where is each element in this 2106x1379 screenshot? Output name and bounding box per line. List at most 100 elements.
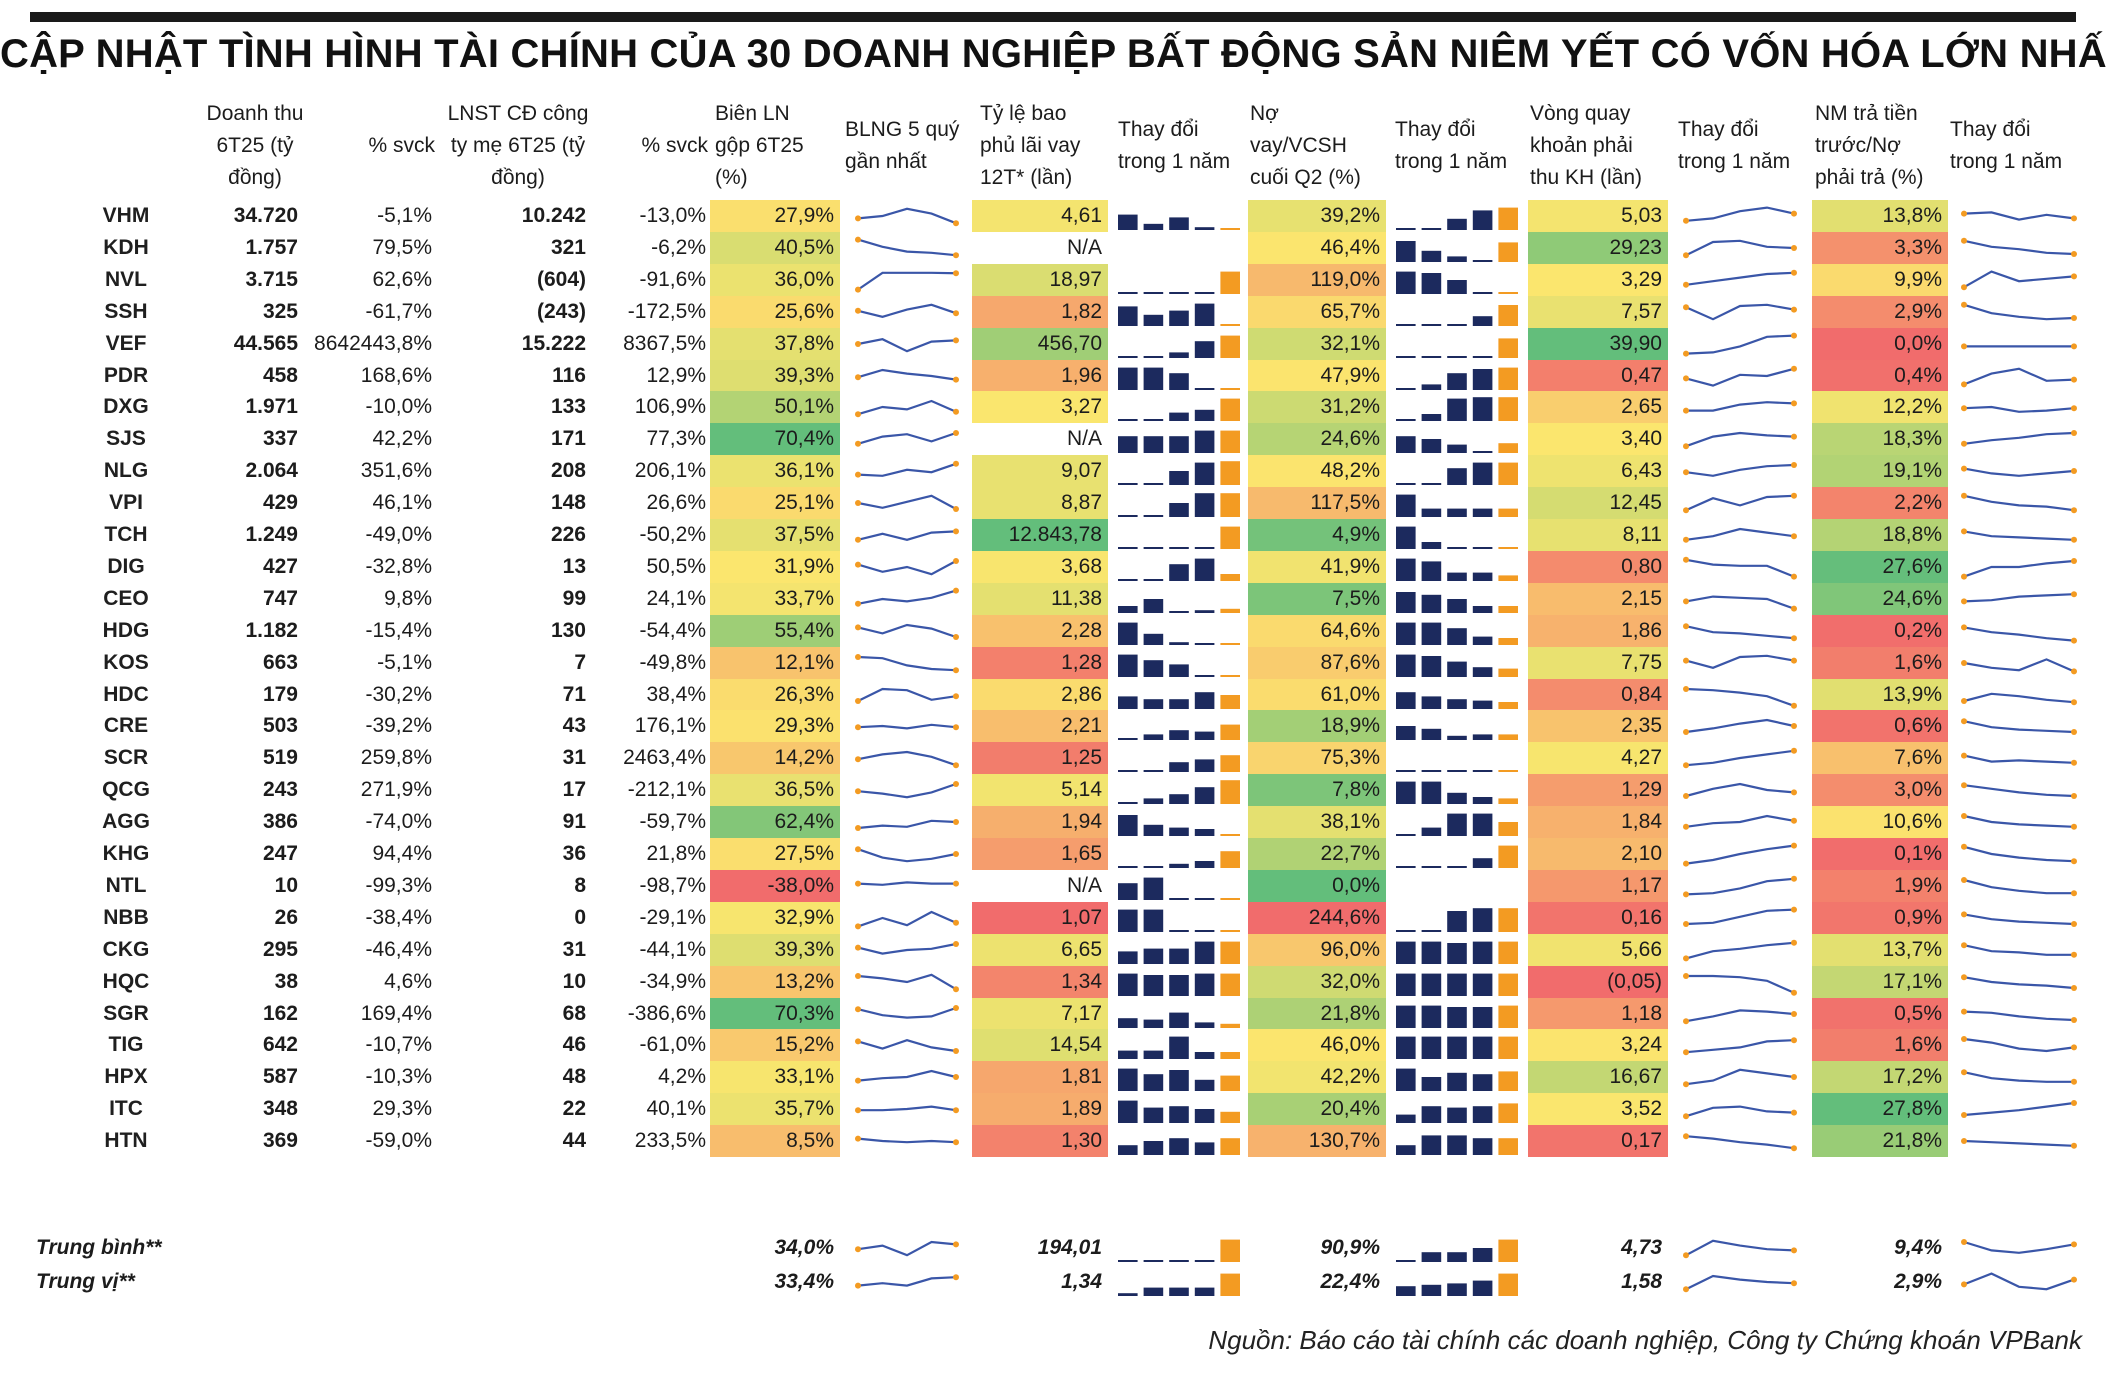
prepay-cell: 21,8% <box>1812 1125 1948 1158</box>
sparkline-path <box>857 724 957 730</box>
debt-equity-cell: 20,4% <box>1248 1093 1386 1126</box>
change-bar <box>1143 734 1164 741</box>
sparkline-path <box>1963 815 2075 828</box>
turnover-sparkline <box>1683 1008 1797 1024</box>
prepay-cell: 0,6% <box>1812 710 1948 743</box>
change-bar <box>1143 824 1164 837</box>
summary-de: 22,4% <box>1320 1270 1380 1293</box>
change-bar <box>1447 1283 1467 1296</box>
prepay-cell: 19,1% <box>1812 455 1948 488</box>
revenue-value: 179 <box>262 682 298 706</box>
sparkline-endpoint <box>1961 941 1967 948</box>
sparkline-path <box>1685 908 1795 925</box>
revenue-value: 337 <box>262 427 298 451</box>
table-row: SSH 325 -61,7% (243) -172,5% 25,6% 1,82 65,7% 7,… <box>0 295 2106 328</box>
sparkline-path <box>1963 367 2075 385</box>
change-bar <box>1396 654 1416 677</box>
ticker: SJS <box>106 427 146 451</box>
revenue-value: 34.720 <box>233 204 298 227</box>
profit-value: 321 <box>550 235 586 259</box>
prepay-sparkline <box>1961 557 2077 580</box>
sparkline-endpoint <box>855 624 861 631</box>
prepay-cell: 27,8% <box>1812 1093 1948 1126</box>
sparkline-path <box>857 910 957 928</box>
revenue-yoy: 94,4% <box>372 842 432 865</box>
sparkline-endpoint <box>2071 951 2077 958</box>
gm-trend-sparkline <box>855 270 959 293</box>
change-bar <box>1220 897 1240 900</box>
turnover-cell: 0,16 <box>1528 901 1668 934</box>
change-bar <box>1472 1006 1493 1028</box>
summary-turnover-sparkline <box>1683 1239 1797 1259</box>
change-bar <box>1396 355 1416 358</box>
change-bar <box>1143 659 1164 677</box>
sparkline-path <box>1963 432 2075 446</box>
sparkline-endpoint <box>1791 789 1797 796</box>
prepay-sparkline <box>1961 911 2077 927</box>
de-change-bars <box>1396 207 1518 230</box>
gross-margin-cell: 40,5% <box>710 231 840 264</box>
change-bar <box>1118 815 1138 837</box>
change-bar <box>1143 578 1164 581</box>
profit-yoy: 26,6% <box>646 491 706 515</box>
change-bar <box>1220 493 1240 518</box>
sparkline-endpoint <box>1961 283 1967 290</box>
icr-change-bars <box>1118 1012 1240 1028</box>
sparkline-endpoint <box>2071 405 2077 412</box>
change-bar <box>1447 547 1467 549</box>
sparkline-endpoint <box>2071 1079 2077 1086</box>
sparkline-path <box>857 881 956 886</box>
revenue-yoy: 62,6% <box>372 267 432 291</box>
sparkline-endpoint <box>1961 301 1967 308</box>
change-bar <box>1118 951 1138 964</box>
sparkline-path <box>1685 595 1795 610</box>
prepay-sparkline <box>1961 657 2077 674</box>
change-bar <box>1396 834 1416 837</box>
table-row: DIG 427 -32,8% 13 50,5% 31,9% 3,68 41,9% 0,80 27,… <box>0 550 2106 583</box>
turnover-sparkline <box>1683 685 1797 709</box>
icr-change-bars <box>1118 724 1240 741</box>
table-row: CKG 295 -46,4% 31 -44,1% 39,3% 6,65 96,0% 5,66 13… <box>0 933 2106 966</box>
prepay-sparkline <box>1961 342 2077 349</box>
de-change-bars <box>1396 1103 1518 1124</box>
sparkline-endpoint <box>953 587 959 594</box>
revenue-yoy: -10,3% <box>365 1065 432 1089</box>
gross-margin-cell: 70,4% <box>710 423 840 456</box>
sparkline-endpoint <box>1683 1286 1689 1293</box>
sparkline-path <box>857 559 957 576</box>
change-bar <box>1169 663 1189 677</box>
header-line: khoản phải <box>1530 134 1633 157</box>
sparkline-path <box>857 1039 957 1053</box>
sparkline-endpoint <box>1683 350 1689 357</box>
sparkline-path <box>1963 720 2075 734</box>
turnover-cell: 2,35 <box>1528 710 1668 743</box>
sparkline-endpoint <box>1791 748 1797 755</box>
revenue-value: 325 <box>262 299 298 323</box>
sparkline-endpoint <box>1961 342 1967 349</box>
profit-value: 208 <box>550 459 586 483</box>
sparkline-endpoint <box>855 286 861 293</box>
change-bar <box>1194 1142 1215 1156</box>
sparkline-endpoint <box>1961 718 1967 725</box>
change-bar <box>1447 792 1467 805</box>
prepay-sparkline <box>1961 692 2077 705</box>
sparkline-endpoint <box>855 923 861 930</box>
sparkline-endpoint <box>953 880 959 887</box>
change-bar <box>1472 462 1493 486</box>
summary-icr: 1,34 <box>1061 1270 1102 1293</box>
prepay-cell: 1,6% <box>1812 646 1948 679</box>
table-row: VPI 429 46,1% 148 26,6% 25,1% 8,87 117,5% 12,45 2… <box>0 487 2106 520</box>
sparkline-path <box>1685 464 1795 478</box>
change-bar <box>1169 974 1189 996</box>
change-bar <box>1169 698 1189 709</box>
sparkline-endpoint <box>855 600 861 607</box>
change-bar <box>1220 1111 1240 1124</box>
change-bar <box>1396 770 1416 773</box>
top-rule <box>30 12 2076 22</box>
change-bar <box>1447 1073 1467 1092</box>
de-change-bars <box>1396 907 1518 932</box>
sparkline-endpoint <box>1683 1081 1689 1088</box>
sparkline-endpoint <box>1961 210 1967 217</box>
change-bar <box>1421 508 1442 518</box>
gross-margin-cell: 50,1% <box>710 391 840 424</box>
